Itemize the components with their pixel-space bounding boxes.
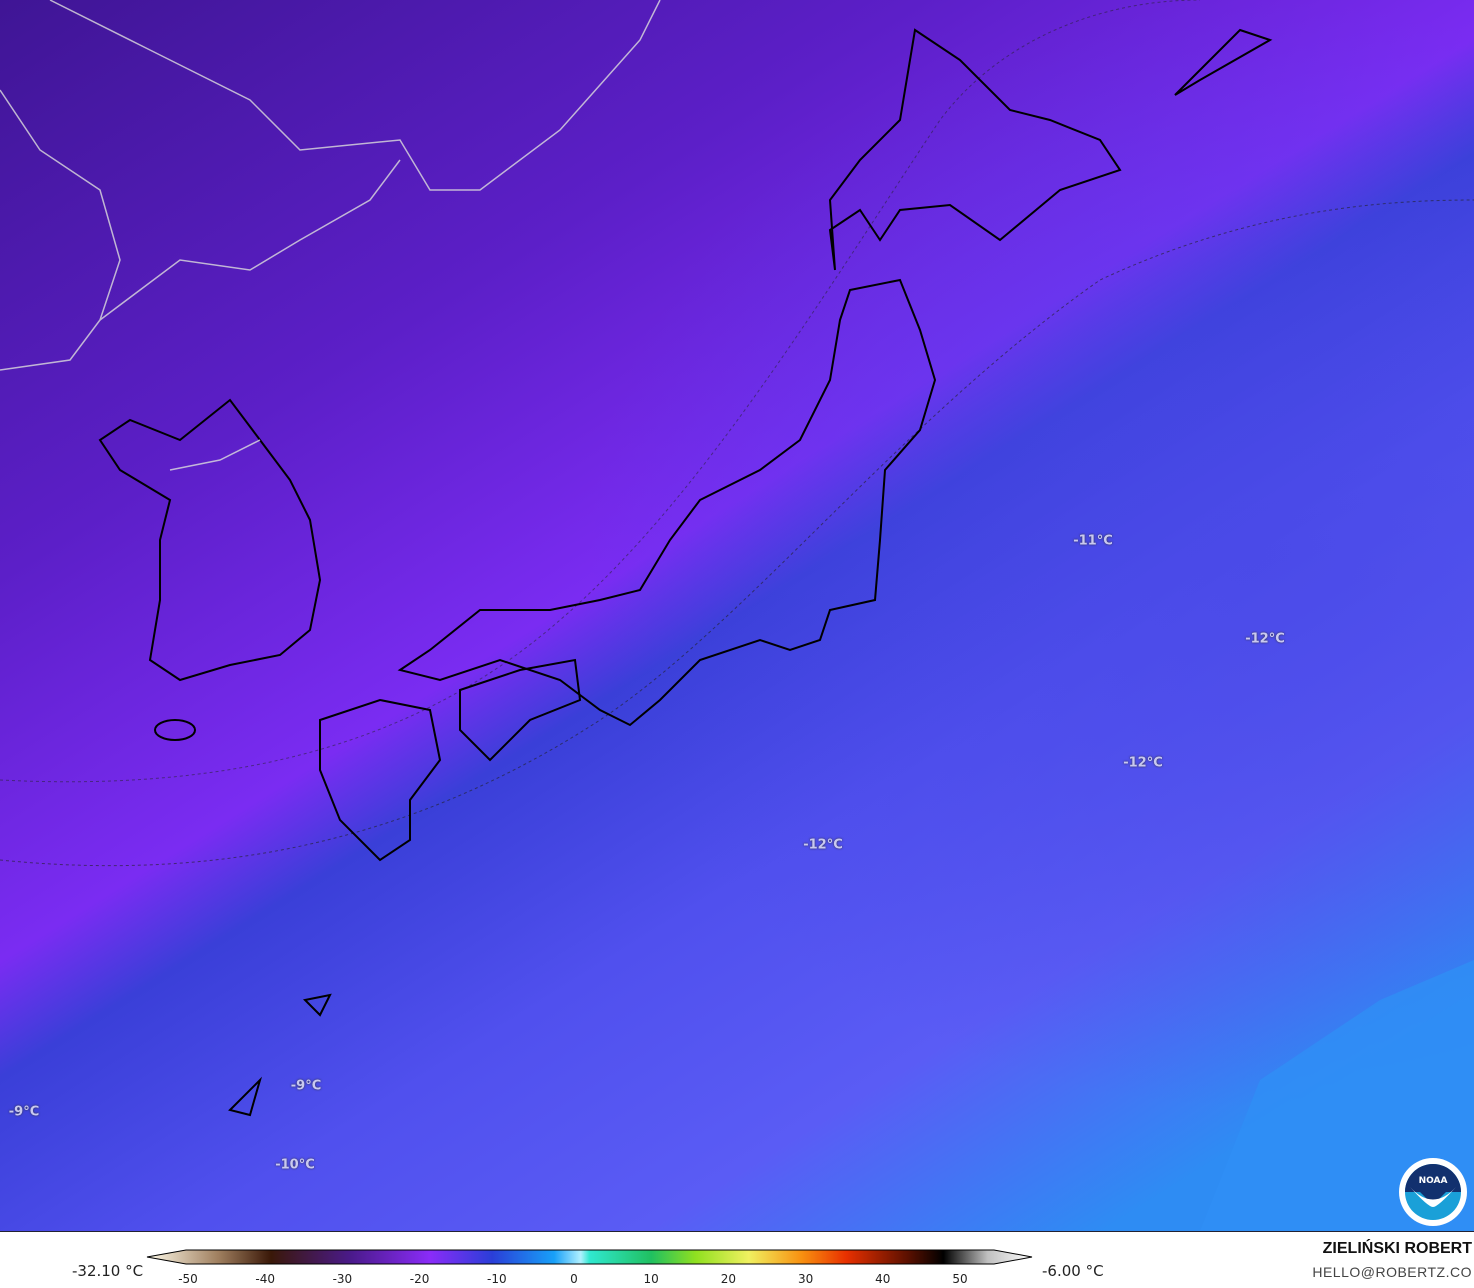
colorbar [146, 1249, 1033, 1265]
noaa-logo: NOAA [1399, 1158, 1467, 1226]
coastlines [98, 28, 1273, 1117]
isotherm [0, 0, 1201, 783]
border [49, 0, 661, 191]
isotherm [0, 199, 1474, 867]
colorbar-tick: 30 [797, 1272, 814, 1286]
temperature-map [0, 0, 1474, 1231]
min-value: -32.10 °C [72, 1262, 144, 1280]
colorbar-tick: 50 [952, 1272, 968, 1286]
temp-label: -11°C [1073, 533, 1113, 549]
colorbar-tick: 0 [570, 1272, 578, 1286]
ocean-cold-region [0, 0, 1474, 1231]
temp-label: -12°C [803, 837, 843, 853]
max-value: -6.00 °C [1042, 1262, 1104, 1280]
colorbar-tick: 40 [875, 1272, 891, 1286]
shikoku [459, 658, 582, 762]
colorbar-tick: 20 [720, 1272, 737, 1286]
temp-label: -9°C [290, 1078, 322, 1094]
border [0, 89, 121, 371]
author-name: ZIELIŃSKI ROBERT [1322, 1240, 1472, 1257]
colorbar-tick: -30 [332, 1272, 353, 1286]
jeju-island [154, 719, 196, 741]
colorbar-tick: -20 [409, 1272, 430, 1286]
colorbar-tick: -40 [255, 1272, 275, 1286]
korea-peninsula [98, 398, 322, 682]
border [169, 439, 261, 471]
border [99, 159, 401, 321]
kyushu [319, 698, 442, 862]
svg-text:NOAA: NOAA [1419, 1176, 1448, 1186]
hokkaido [828, 28, 1122, 271]
temp-label: -10°C [275, 1157, 315, 1173]
country-borders [0, 0, 661, 471]
footer: -32.10 °C [0, 1231, 1474, 1288]
colorbar-tick: -10 [486, 1272, 507, 1286]
temp-label: -12°C [1245, 631, 1285, 647]
author-email: HELLO@ROBERTZ.CO [1312, 1264, 1472, 1280]
warm-region [1200, 960, 1474, 1231]
temp-label: -9°C [8, 1104, 40, 1120]
kuril-islands [1174, 28, 1273, 96]
colorbar-tick: 10 [643, 1272, 659, 1286]
colorbar-tick: -50 [178, 1272, 198, 1286]
ryukyu-islands [228, 1076, 263, 1117]
temp-label: -12°C [1123, 755, 1163, 771]
ryukyu-islands [302, 993, 332, 1017]
